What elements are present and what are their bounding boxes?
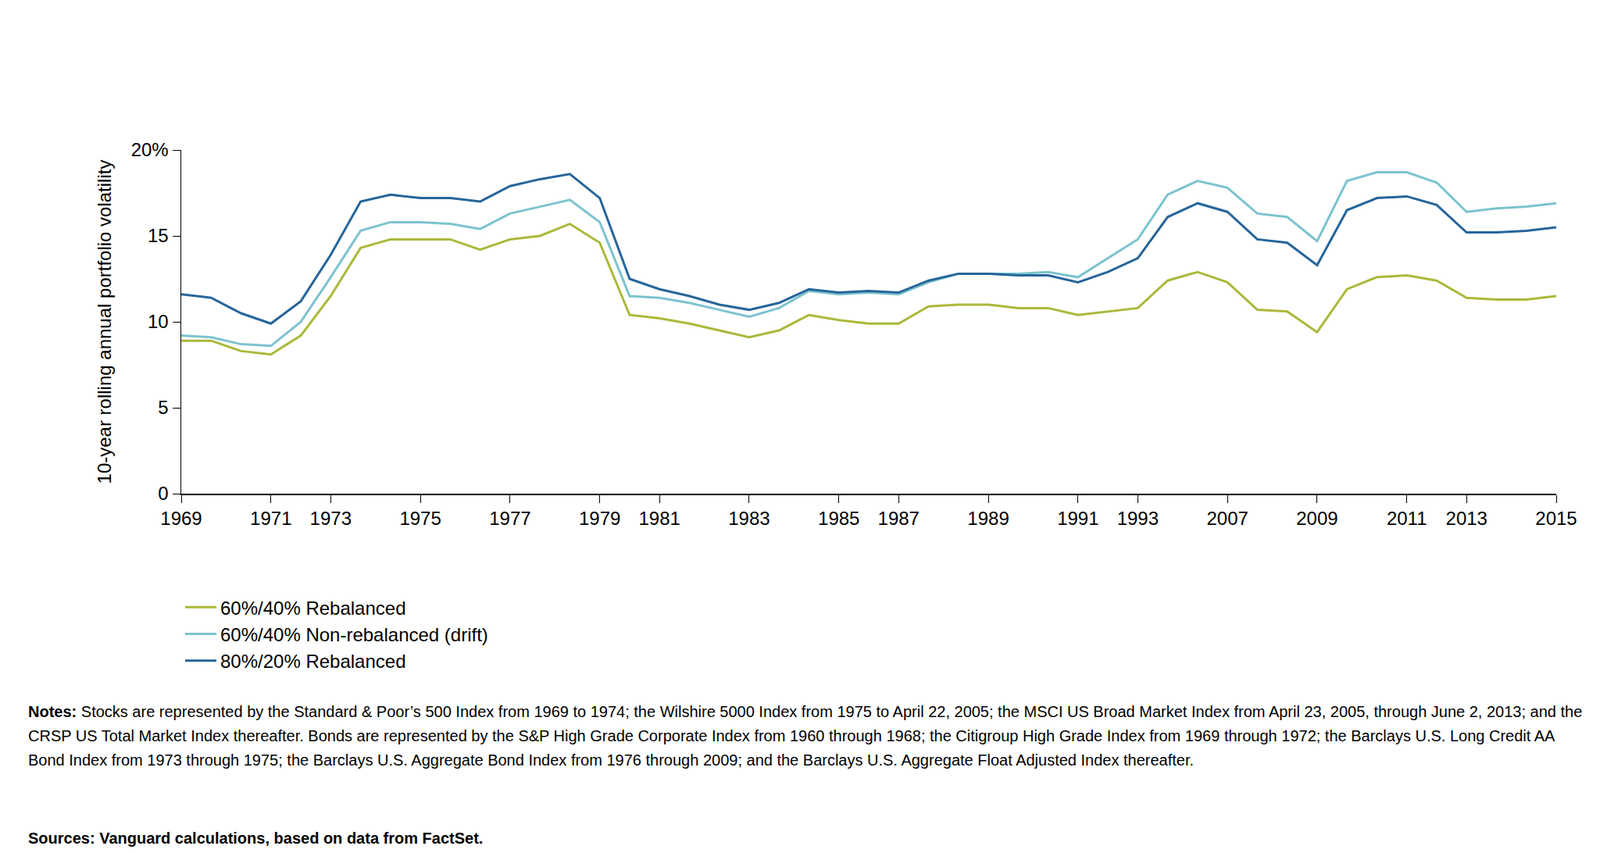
svg-text:2015: 2015	[1535, 507, 1577, 529]
svg-text:10-year rolling annual portfol: 10-year rolling annual portfolio volatil…	[93, 160, 115, 485]
svg-text:1971: 1971	[250, 507, 292, 529]
svg-text:15: 15	[147, 225, 169, 247]
svg-text:1987: 1987	[878, 507, 920, 529]
svg-text:1981: 1981	[638, 507, 680, 529]
svg-text:2007: 2007	[1206, 507, 1248, 529]
svg-text:60%/40% Non-rebalanced (drift): 60%/40% Non-rebalanced (drift)	[220, 624, 489, 646]
svg-text:1979: 1979	[578, 507, 621, 529]
svg-text:60%/40% Rebalanced: 60%/40% Rebalanced	[220, 597, 407, 619]
svg-text:10: 10	[147, 310, 169, 333]
svg-text:1993: 1993	[1117, 507, 1159, 529]
html-text:Notes: Stocks are represented: Notes: Stocks are represented by the Sta…	[28, 703, 1583, 769]
svg-text:1977: 1977	[489, 507, 531, 529]
svg-text:1989: 1989	[967, 507, 1009, 529]
svg-text:2009: 2009	[1296, 507, 1338, 529]
svg-text:0: 0	[157, 482, 168, 504]
svg-text:2011: 2011	[1386, 507, 1428, 529]
svg-text:1973: 1973	[310, 507, 352, 529]
svg-text:1991: 1991	[1057, 507, 1099, 529]
svg-text:80%/20% Rebalanced: 80%/20% Rebalanced	[220, 650, 407, 672]
svg-text:1975: 1975	[399, 507, 441, 529]
svg-text:1983: 1983	[728, 507, 770, 529]
html-text:Sources: Vanguard calculations: Sources: Vanguard calculations, based on…	[28, 829, 484, 847]
html-text:Figure III-3. Looking backward: Figure III-3. Looking backward, the non-…	[28, 13, 1484, 40]
svg-text:20%: 20%	[131, 139, 169, 161]
svg-text:1985: 1985	[817, 507, 860, 529]
svg-text:5: 5	[157, 396, 168, 418]
svg-text:1969: 1969	[160, 507, 202, 529]
svg-text:2013: 2013	[1446, 507, 1488, 529]
